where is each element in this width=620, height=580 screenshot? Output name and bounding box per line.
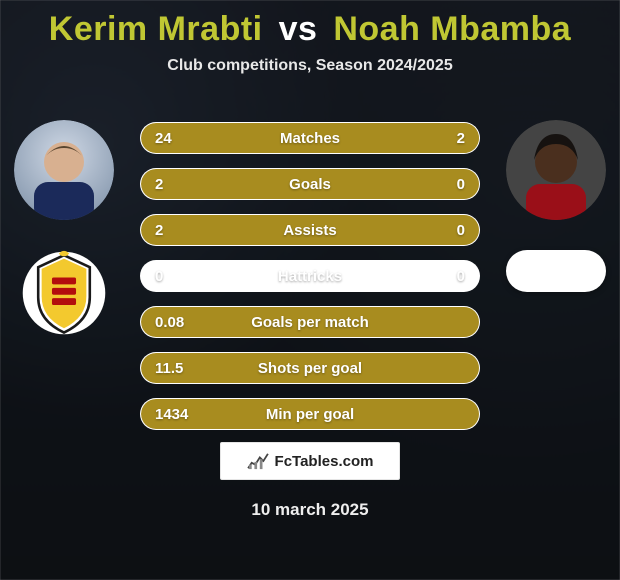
stat-value-left: 0 (155, 261, 163, 291)
stat-label: Shots per goal (141, 353, 479, 383)
stat-value-left: 2 (155, 215, 163, 245)
infographic-content: Kerim Mrabti vs Noah Mbamba Club competi… (0, 0, 620, 580)
stat-label: Min per goal (141, 399, 479, 429)
stat-label: Matches (141, 123, 479, 153)
player1-avatar-svg (14, 120, 114, 220)
stat-row: Hattricks0 0 (140, 260, 480, 292)
page-title: Kerim Mrabti vs Noah Mbamba (0, 0, 620, 49)
right-column (506, 120, 606, 292)
club-badge-svg (21, 250, 107, 336)
stat-row: Goals per match0.08 (140, 306, 480, 338)
stat-value-left: 0.08 (155, 307, 184, 337)
stat-value-right: 0 (457, 215, 465, 245)
player1-avatar (14, 120, 114, 220)
stat-value-right: 0 (457, 261, 465, 291)
stat-row: Matches24 2 (140, 122, 480, 154)
subtitle: Club competitions, Season 2024/2025 (0, 57, 620, 75)
date-text: 10 march 2025 (0, 500, 620, 520)
stat-value-left: 24 (155, 123, 172, 153)
title-player2: Noah Mbamba (333, 10, 571, 48)
stat-label: Goals per match (141, 307, 479, 337)
branding-text: FcTables.com (275, 453, 374, 470)
player2-club-blank (506, 250, 606, 292)
stat-value-left: 1434 (155, 399, 188, 429)
title-vs: vs (279, 10, 318, 48)
player1-club-badge (21, 250, 107, 336)
stat-value-left: 2 (155, 169, 163, 199)
stat-row: Min per goal1434 (140, 398, 480, 430)
stat-row: Goals2 0 (140, 168, 480, 200)
stat-value-left: 11.5 (155, 353, 183, 383)
player2-avatar-svg (506, 120, 606, 220)
stat-label: Goals (141, 169, 479, 199)
player2-avatar (506, 120, 606, 220)
left-column (14, 120, 114, 336)
stat-label: Assists (141, 215, 479, 245)
stat-label: Hattricks (141, 261, 479, 291)
branding-box: FcTables.com (220, 442, 400, 480)
stat-bars: Matches242Goals20Assists20Hattricks00Goa… (140, 122, 480, 430)
branding-icon (247, 452, 269, 470)
title-player1: Kerim Mrabti (49, 10, 263, 48)
stat-row: Assists2 0 (140, 214, 480, 246)
stat-row: Shots per goal11.5 (140, 352, 480, 384)
stat-value-right: 0 (457, 169, 465, 199)
stat-value-right: 2 (457, 123, 465, 153)
